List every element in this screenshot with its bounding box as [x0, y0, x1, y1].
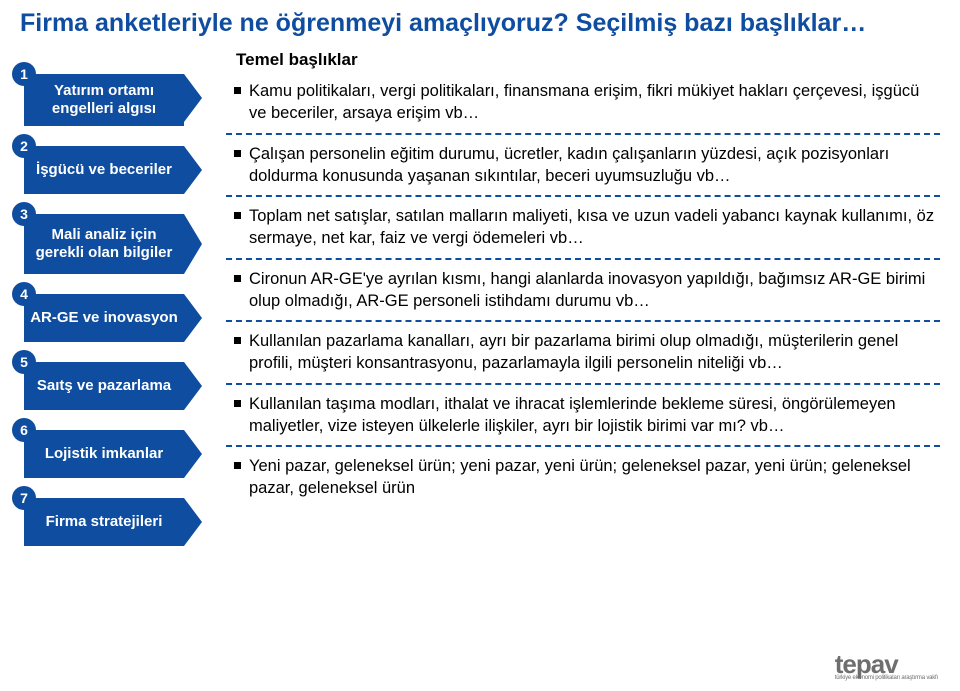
bullet-block-4: Cironun AR-GE'ye ayrılan kısmı, hangi al…: [232, 268, 940, 319]
bullet-text-3: Toplam net satışlar, satılan malların ma…: [249, 205, 940, 250]
bullet-square-icon: [234, 275, 241, 282]
bullet-square-icon: [234, 462, 241, 469]
bullet-1: Kamu politikaları, vergi politikaları, f…: [232, 80, 940, 125]
logo-tepav: tepav türkiye ekonomi politikaları araşt…: [835, 654, 938, 681]
bullet-square-icon: [234, 400, 241, 407]
box-wrap-6: 6 Lojistik imkanlar: [4, 430, 204, 478]
bullet-6: Kullanılan taşıma modları, ithalat ve ih…: [232, 393, 940, 438]
logo-text-big: tepav: [835, 654, 938, 675]
box-wrap-4: 4 AR-GE ve inovasyon: [4, 294, 204, 342]
bullet-square-icon: [234, 337, 241, 344]
box-strateji: Firma stratejileri: [24, 498, 184, 546]
badge-4: 4: [12, 282, 36, 306]
bullet-square-icon: [234, 87, 241, 94]
badge-7: 7: [12, 486, 36, 510]
bullet-text-5: Kullanılan pazarlama kanalları, ayrı bir…: [249, 330, 940, 375]
badge-2: 2: [12, 134, 36, 158]
logo-text-small: türkiye ekonomi politikaları araştırma v…: [835, 675, 938, 681]
bullet-block-1: Kamu politikaları, vergi politikaları, f…: [232, 80, 940, 131]
bullet-3: Toplam net satışlar, satılan malların ma…: [232, 205, 940, 250]
box-lojistik: Lojistik imkanlar: [24, 430, 184, 478]
bullet-block-5: Kullanılan pazarlama kanalları, ayrı bir…: [232, 330, 940, 381]
box-mali: Mali analiz için gerekli olan bilgiler: [24, 214, 184, 274]
badge-6: 6: [12, 418, 36, 442]
badge-3: 3: [12, 202, 36, 226]
box-wrap-2: 2 İşgücü ve beceriler: [4, 146, 204, 194]
subhead: Temel başlıklar: [232, 50, 940, 70]
box-wrap-1: 1 Yatırım ortamı engelleri algısı: [4, 74, 204, 126]
badge-5: 5: [12, 350, 36, 374]
bullet-4: Cironun AR-GE'ye ayrılan kısmı, hangi al…: [232, 268, 940, 313]
bullet-text-7: Yeni pazar, geleneksel ürün; yeni pazar,…: [249, 455, 940, 500]
box-isgucu: İşgücü ve beceriler: [24, 146, 184, 194]
box-arge: AR-GE ve inovasyon: [24, 294, 184, 342]
right-column: Temel başlıklar Kamu politikaları, vergi…: [204, 50, 940, 566]
box-wrap-3: 3 Mali analiz için gerekli olan bilgiler: [4, 214, 204, 274]
bullet-2: Çalışan personelin eğitim durumu, ücretl…: [232, 143, 940, 188]
bullet-square-icon: [234, 212, 241, 219]
box-satis: Saıtş ve pazarlama: [24, 362, 184, 410]
bullet-text-2: Çalışan personelin eğitim durumu, ücretl…: [249, 143, 940, 188]
content-area: 1 Yatırım ortamı engelleri algısı 2 İşgü…: [0, 42, 960, 566]
box-wrap-7: 7 Firma stratejileri: [4, 498, 204, 546]
box-yatirim: Yatırım ortamı engelleri algısı: [24, 74, 184, 126]
bullet-text-4: Cironun AR-GE'ye ayrılan kısmı, hangi al…: [249, 268, 940, 313]
bullet-text-1: Kamu politikaları, vergi politikaları, f…: [249, 80, 940, 125]
bullet-text-6: Kullanılan taşıma modları, ithalat ve ih…: [249, 393, 940, 438]
bullet-7: Yeni pazar, geleneksel ürün; yeni pazar,…: [232, 455, 940, 500]
bullet-square-icon: [234, 150, 241, 157]
bullet-block-7: Yeni pazar, geleneksel ürün; yeni pazar,…: [232, 455, 940, 506]
bullet-block-3: Toplam net satışlar, satılan malların ma…: [232, 205, 940, 256]
left-column: 1 Yatırım ortamı engelleri algısı 2 İşgü…: [4, 50, 204, 566]
bullet-block-2: Çalışan personelin eğitim durumu, ücretl…: [232, 143, 940, 194]
slide-title: Firma anketleriyle ne öğrenmeyi amaçlıyo…: [0, 0, 960, 42]
bullet-5: Kullanılan pazarlama kanalları, ayrı bir…: [232, 330, 940, 375]
bullet-block-6: Kullanılan taşıma modları, ithalat ve ih…: [232, 393, 940, 444]
box-wrap-5: 5 Saıtş ve pazarlama: [4, 362, 204, 410]
badge-1: 1: [12, 62, 36, 86]
